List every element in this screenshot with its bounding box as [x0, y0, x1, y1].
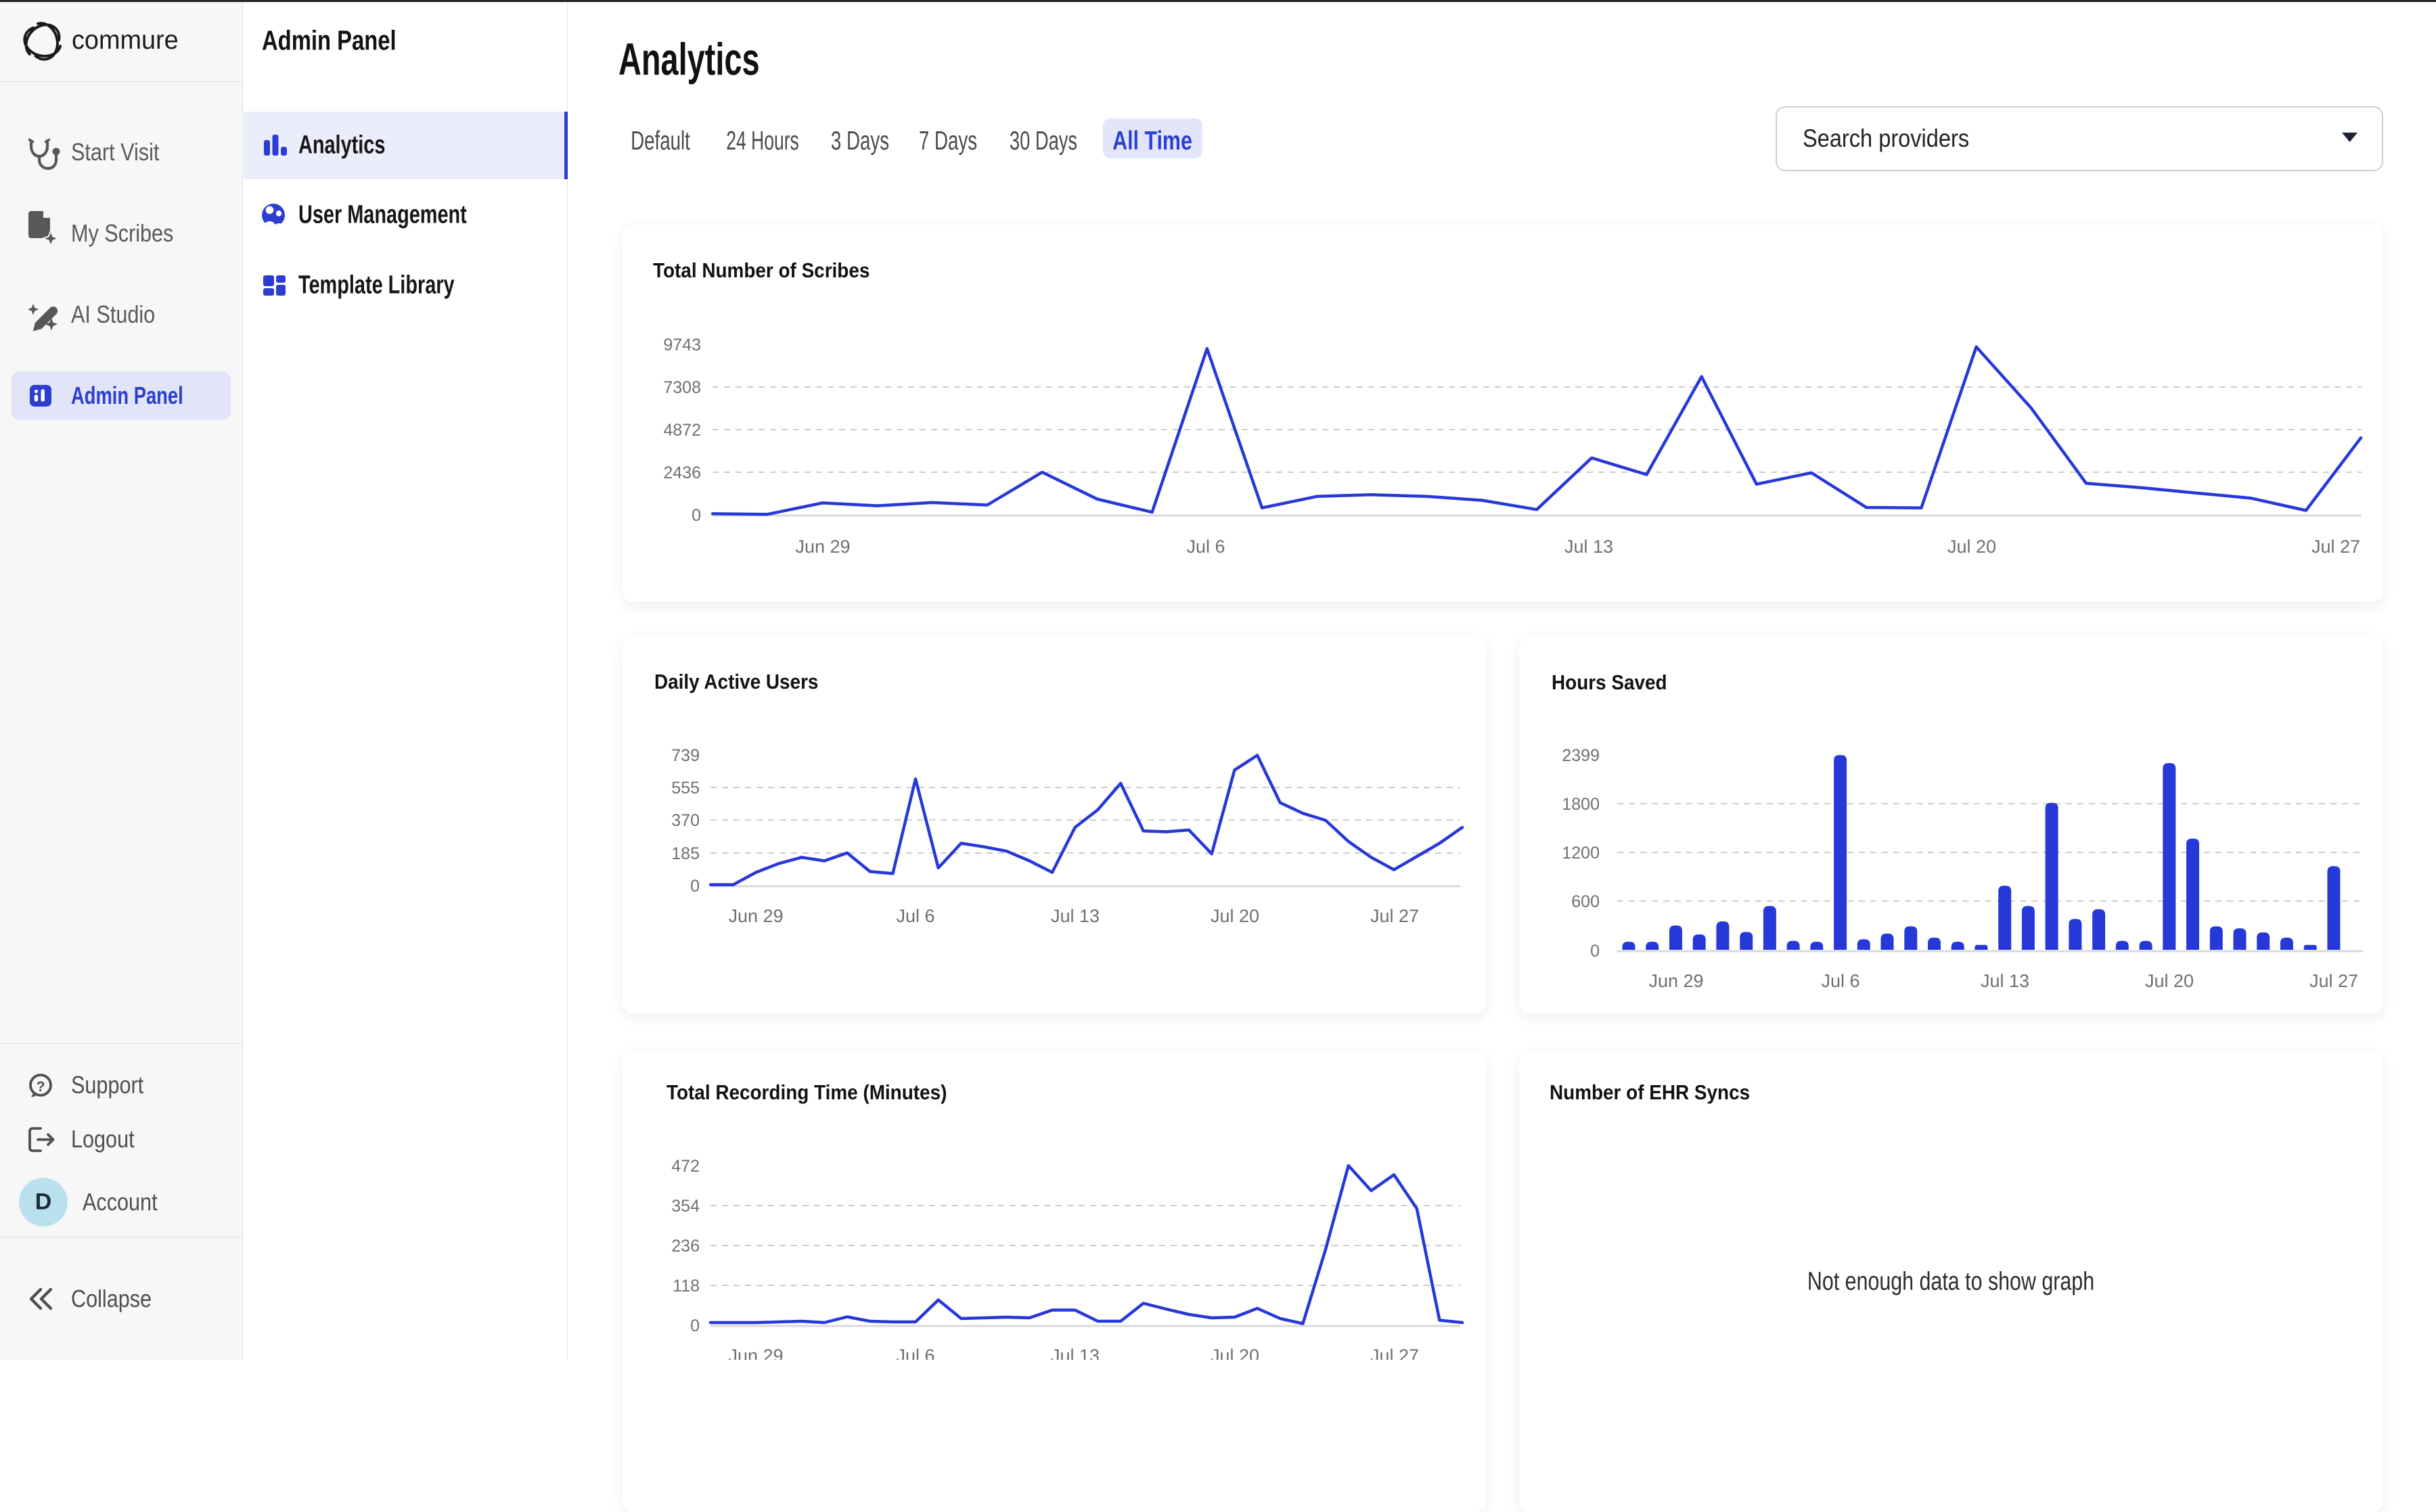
- svg-text:Jul 13: Jul 13: [1981, 971, 2029, 991]
- svg-text:2436: 2436: [663, 463, 701, 482]
- svg-text:472: 472: [671, 1157, 700, 1176]
- svg-text:354: 354: [671, 1197, 700, 1216]
- svg-text:Jun 29: Jun 29: [1648, 971, 1703, 991]
- svg-text:Jul 13: Jul 13: [1051, 1346, 1100, 1360]
- svg-text:9743: 9743: [663, 336, 701, 354]
- svg-text:Jun 29: Jun 29: [728, 1346, 783, 1360]
- svg-text:185: 185: [671, 844, 700, 863]
- svg-text:Jul 6: Jul 6: [896, 1346, 934, 1360]
- svg-text:739: 739: [671, 746, 700, 765]
- svg-text:1200: 1200: [1562, 844, 1600, 863]
- svg-text:0: 0: [1590, 942, 1600, 961]
- svg-text:Jul 20: Jul 20: [1211, 906, 1259, 926]
- svg-text:Jul 27: Jul 27: [1370, 906, 1419, 926]
- svg-text:Jul 27: Jul 27: [2311, 536, 2360, 557]
- svg-text:2399: 2399: [1562, 746, 1600, 765]
- svg-text:Jul 20: Jul 20: [1211, 1346, 1259, 1360]
- svg-text:Jun 29: Jun 29: [795, 536, 850, 557]
- svg-text:0: 0: [692, 506, 701, 525]
- svg-text:?: ?: [37, 1079, 45, 1095]
- svg-text:1800: 1800: [1562, 795, 1600, 814]
- svg-text:Jul 13: Jul 13: [1564, 536, 1613, 557]
- svg-text:118: 118: [673, 1277, 700, 1296]
- svg-text:Jul 13: Jul 13: [1051, 906, 1100, 926]
- svg-text:Jul 20: Jul 20: [2145, 971, 2194, 991]
- svg-text:Jul 20: Jul 20: [1947, 536, 1996, 557]
- svg-text:Jul 6: Jul 6: [1186, 536, 1225, 557]
- svg-text:Jul 6: Jul 6: [896, 906, 934, 926]
- svg-text:Jul 27: Jul 27: [2309, 971, 2358, 991]
- svg-text:0: 0: [690, 877, 700, 896]
- svg-text:7308: 7308: [663, 378, 701, 397]
- svg-text:600: 600: [1571, 892, 1600, 911]
- svg-text:370: 370: [671, 811, 700, 830]
- svg-text:Jul 6: Jul 6: [1821, 971, 1859, 991]
- svg-text:0: 0: [690, 1316, 700, 1335]
- svg-text:4872: 4872: [663, 421, 701, 440]
- svg-text:Jun 29: Jun 29: [728, 906, 783, 926]
- svg-text:Jul 27: Jul 27: [1370, 1346, 1419, 1360]
- svg-text:555: 555: [671, 779, 700, 798]
- svg-text:236: 236: [671, 1237, 700, 1256]
